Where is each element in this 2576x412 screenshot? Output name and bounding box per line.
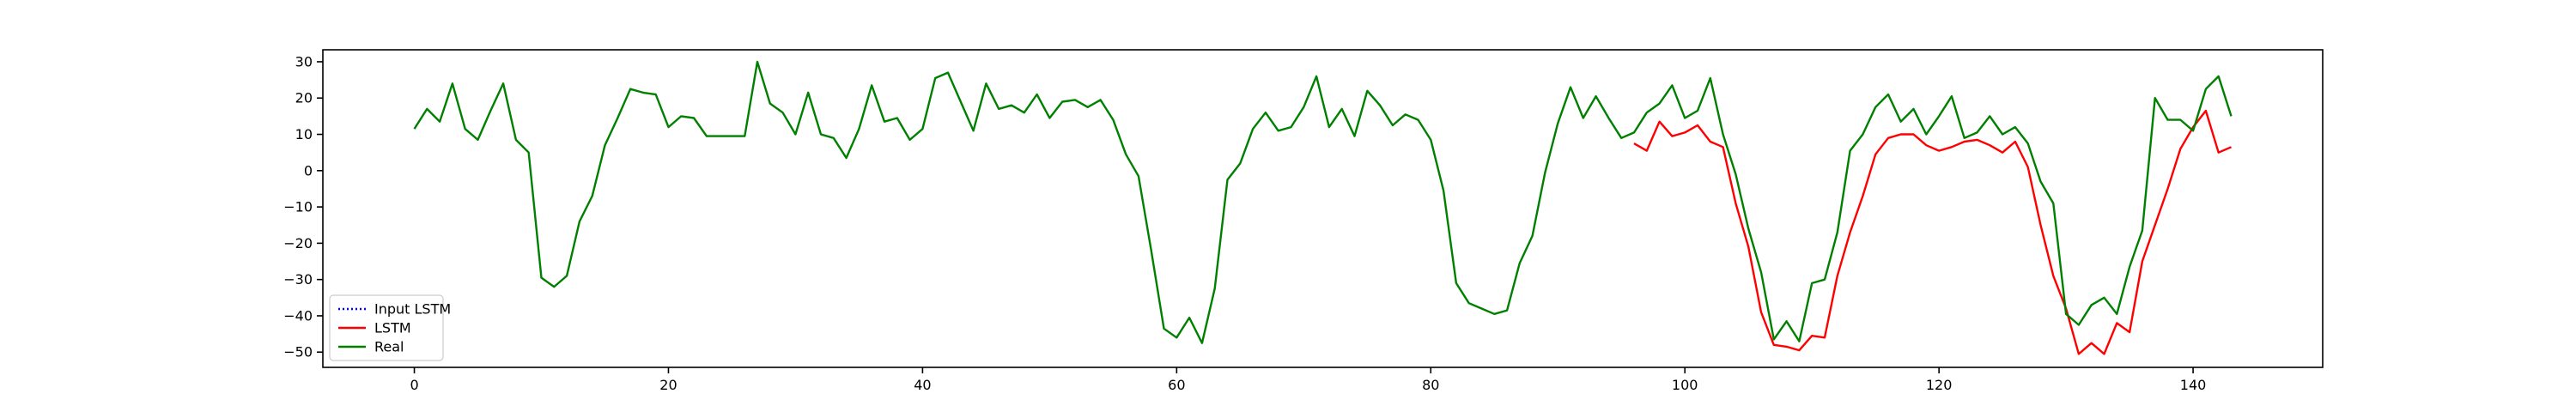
x-tick-label: 100 — [1672, 377, 1698, 393]
x-axis: 0 20 40 60 80 100 120 140 — [410, 367, 2206, 393]
x-tick-label: 60 — [1168, 377, 1185, 393]
plot-frame — [322, 49, 2324, 368]
x-tick-label: 0 — [410, 377, 418, 393]
y-tick-label: 20 — [295, 90, 313, 106]
legend: Input LSTM LSTM Real — [329, 294, 451, 361]
y-tick-label: −30 — [283, 271, 313, 288]
x-tick-label: 80 — [1422, 377, 1439, 393]
x-tick-label: 40 — [914, 377, 931, 393]
legend-label: LSTM — [374, 320, 411, 336]
y-axis: −50 −40 −30 −20 −10 0 10 20 30 — [283, 53, 323, 360]
y-tick-label: −20 — [283, 235, 313, 251]
y-tick-label: 30 — [295, 53, 313, 70]
x-tick-label: 120 — [1926, 377, 1953, 393]
y-tick-label: 10 — [295, 126, 313, 142]
x-tick-label: 20 — [659, 377, 677, 393]
axes-frame — [322, 49, 2324, 368]
y-tick-label: −40 — [283, 307, 313, 324]
y-tick-label: −50 — [283, 344, 313, 360]
series-line-lstm — [1633, 109, 2232, 355]
legend-label: Real — [374, 339, 404, 355]
series-line-real — [413, 60, 2233, 344]
x-tick-label: 140 — [2180, 377, 2207, 393]
legend-label: Input LSTM — [374, 301, 451, 318]
series-lines — [413, 60, 2233, 355]
legend-box — [329, 294, 444, 361]
y-tick-label: 0 — [304, 162, 313, 179]
y-tick-label: −10 — [283, 199, 313, 215]
